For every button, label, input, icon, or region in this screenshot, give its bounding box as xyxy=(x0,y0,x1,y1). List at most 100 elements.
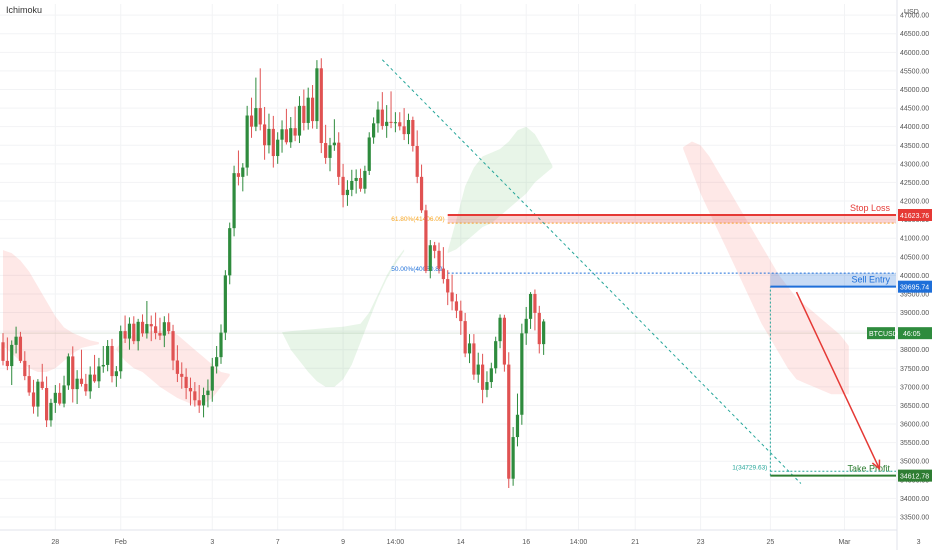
currency-label: USD xyxy=(904,9,919,16)
candle-body xyxy=(424,210,428,271)
price-tick-label: 40000.00 xyxy=(900,273,929,280)
candle-body xyxy=(263,124,267,146)
candle-body xyxy=(254,108,258,127)
fib-level-label: 61.80%(41406.09) xyxy=(391,216,445,223)
candle-body xyxy=(502,317,506,365)
candle-body xyxy=(376,109,380,124)
candle-body xyxy=(271,128,275,157)
last-price-badge xyxy=(898,327,932,340)
indicator-label: Ichimoku xyxy=(6,5,42,15)
price-tick-label: 45000.00 xyxy=(900,87,929,94)
candle-body xyxy=(258,108,262,125)
candle-body xyxy=(393,122,397,124)
candle-body xyxy=(267,128,271,146)
fib-level-label: 1(34729.63) xyxy=(732,464,767,471)
candle-body xyxy=(507,364,511,479)
candle-body xyxy=(206,390,210,396)
price-tick-label: 38000.00 xyxy=(900,347,929,354)
candle-body xyxy=(385,121,389,126)
candle-body xyxy=(184,376,188,388)
price-badge-label: 34612.78 xyxy=(900,474,929,481)
candle-body xyxy=(310,97,315,122)
candle-body xyxy=(110,345,114,377)
candle-body xyxy=(188,387,193,392)
candle-body xyxy=(380,109,384,126)
candle-body xyxy=(119,331,123,372)
last-price-countdown: 46:05 xyxy=(903,331,921,338)
price-tick-label: 42500.00 xyxy=(900,180,929,187)
candle-body xyxy=(193,391,197,401)
candle-body xyxy=(23,360,27,377)
candle-body xyxy=(97,366,101,382)
candle-body xyxy=(306,97,310,123)
price-tick-label: 47000.00 xyxy=(900,13,929,20)
candle-body xyxy=(463,321,467,354)
candle-body xyxy=(367,137,371,171)
candle-body xyxy=(149,324,153,327)
candle-body xyxy=(127,323,132,339)
price-tick-label: 46500.00 xyxy=(900,31,929,38)
candle-body xyxy=(411,119,415,147)
price-tick-label: 43500.00 xyxy=(900,143,929,150)
price-tick-label: 34000.00 xyxy=(900,496,929,503)
ichimoku-cloud-bearish xyxy=(683,141,849,395)
candle-body xyxy=(280,129,284,140)
candle-body xyxy=(223,275,227,333)
candle-body xyxy=(14,336,18,345)
time-tick-label: Mar xyxy=(838,539,851,546)
trade-level-label: Take Profit xyxy=(847,464,890,474)
candle-body xyxy=(162,322,166,336)
candle-body xyxy=(245,115,249,168)
candle-body xyxy=(75,378,79,390)
candle-body xyxy=(167,322,171,332)
price-tick-label: 36500.00 xyxy=(900,403,929,410)
candle-body xyxy=(428,245,432,271)
time-tick-label: 23 xyxy=(697,539,705,546)
candle-body xyxy=(472,343,476,375)
price-tick-label: 36000.00 xyxy=(900,422,929,429)
candle-body xyxy=(537,312,541,345)
time-tick-label: 7 xyxy=(276,539,280,546)
candle-body xyxy=(467,343,472,354)
candle-body xyxy=(10,344,14,367)
candle-body xyxy=(485,382,489,390)
candle-body xyxy=(350,180,354,190)
candle-body xyxy=(31,392,36,407)
candle-body xyxy=(88,374,92,392)
price-tick-label: 39000.00 xyxy=(900,310,929,317)
candle-body xyxy=(171,331,175,361)
price-tick-label: 40500.00 xyxy=(900,254,929,261)
candle-body xyxy=(302,105,306,123)
time-tick-label: 25 xyxy=(766,539,774,546)
candle-body xyxy=(215,357,219,367)
candle-body xyxy=(219,332,223,358)
price-tick-label: 37000.00 xyxy=(900,384,929,391)
time-tick-label: 14:00 xyxy=(570,539,588,546)
sell-entry-zone xyxy=(770,273,896,287)
candle-body xyxy=(542,321,546,345)
candle-body xyxy=(45,387,49,421)
price-tick-label: 35500.00 xyxy=(900,440,929,447)
time-tick-label: 16 xyxy=(522,539,530,546)
candle-body xyxy=(520,333,524,415)
time-tick-label: 14:00 xyxy=(387,539,405,546)
candle-body xyxy=(106,345,110,365)
time-tick-label: 21 xyxy=(631,539,639,546)
candle-body xyxy=(489,368,493,383)
candle-body xyxy=(437,250,441,269)
candle-body xyxy=(454,301,459,311)
candle-body xyxy=(5,360,9,367)
candle-body xyxy=(511,437,515,479)
price-axis xyxy=(897,0,932,550)
candle-body xyxy=(345,189,350,196)
candle-body xyxy=(49,402,53,421)
trade-level-label: Stop Loss xyxy=(850,203,891,213)
price-badge xyxy=(898,209,932,222)
candle-body xyxy=(53,392,57,403)
candle-body xyxy=(406,119,411,135)
candle-body xyxy=(293,128,297,136)
candle-body xyxy=(175,360,179,374)
candle-body xyxy=(58,392,62,404)
